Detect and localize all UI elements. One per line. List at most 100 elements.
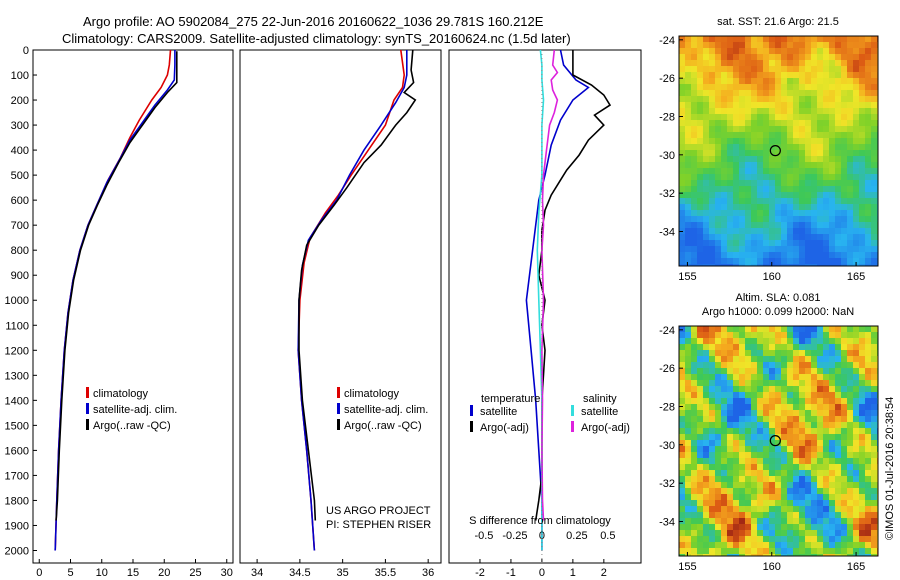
sst_map-cell: [685, 84, 691, 90]
sst_map-cell: [835, 204, 841, 210]
sla_map-cell: [853, 548, 859, 554]
map-y-tick-label: -30: [659, 150, 675, 162]
sla_map-cell: [823, 458, 829, 464]
sst_map-cell: [685, 252, 691, 258]
sst_map-cell: [775, 114, 781, 120]
sst_map-cell: [841, 228, 847, 234]
sst_map-cell: [745, 114, 751, 120]
sla_map-cell: [709, 350, 715, 356]
sla_map-cell: [865, 398, 871, 404]
sst_map-cell: [823, 222, 829, 228]
sla_map-cell: [835, 404, 841, 410]
sla_map-cell: [787, 440, 793, 446]
sla_map-cell: [691, 542, 697, 548]
sst_map-cell: [799, 168, 805, 174]
sst_map-cell: [805, 90, 811, 96]
sla_map-cell: [781, 362, 787, 368]
sst_map-cell: [697, 168, 703, 174]
sla_map-cell: [775, 458, 781, 464]
sst_map-cell: [793, 90, 799, 96]
sst_map-cell: [727, 66, 733, 72]
sla_map-cell: [805, 374, 811, 380]
sst_map-cell: [691, 72, 697, 78]
sst_map-cell: [829, 252, 835, 258]
sla_map-cell: [781, 326, 787, 332]
sst_map-cell: [871, 186, 877, 192]
sst_map-cell: [739, 204, 745, 210]
sla_map-cell: [769, 512, 775, 518]
sla_map-cell: [781, 428, 787, 434]
sst_map-cell: [763, 240, 769, 246]
sst_map-cell: [805, 234, 811, 240]
sst_map-cell: [817, 96, 823, 102]
sst_map-cell: [829, 108, 835, 114]
sst_map-cell: [853, 186, 859, 192]
sst_map-cell: [871, 180, 877, 186]
sla_map-cell: [829, 416, 835, 422]
legend-swatch: [86, 403, 89, 414]
sla_map-cell: [703, 482, 709, 488]
sla_map-cell: [685, 446, 691, 452]
sla_map-cell: [859, 374, 865, 380]
sla_map-cell: [685, 416, 691, 422]
sst_map-frame: [678, 35, 879, 267]
sla_map-cell: [745, 344, 751, 350]
sla_map-cell: [811, 344, 817, 350]
sla_map-cell: [721, 542, 727, 548]
sst_map-cell: [739, 150, 745, 156]
sst_map-cell: [721, 240, 727, 246]
sst_map-cell: [847, 36, 853, 42]
sla_map-cell: [703, 332, 709, 338]
sst_map-cell: [847, 234, 853, 240]
sst_map-cell: [859, 90, 865, 96]
sla_map-cell: [829, 506, 835, 512]
sst_map-cell: [847, 72, 853, 78]
sst_map-cell: [745, 162, 751, 168]
sst_map-cell: [727, 48, 733, 54]
sla_map-cell: [865, 362, 871, 368]
sst_map-cell: [685, 150, 691, 156]
sst_map-cell: [835, 42, 841, 48]
sla_map-cell: [793, 512, 799, 518]
sla_map-cell: [685, 350, 691, 356]
sst_map-cell: [841, 36, 847, 42]
sla_map-cell: [757, 398, 763, 404]
sla_map-cell: [691, 536, 697, 542]
sla_map-cell: [721, 470, 727, 476]
sla_map-cell: [709, 488, 715, 494]
sla_map-cell: [685, 338, 691, 344]
sla_map-cell: [733, 386, 739, 392]
sla_map-cell: [745, 542, 751, 548]
sst_map-cell: [721, 174, 727, 180]
sla_map-cell: [697, 446, 703, 452]
sla_map-cell: [775, 524, 781, 530]
legend-swatch: [86, 419, 89, 430]
sst_map-cell: [847, 240, 853, 246]
sla_map-cell: [727, 482, 733, 488]
sst_map-cell: [757, 132, 763, 138]
sla_map-cell: [757, 434, 763, 440]
sst_map-cell: [859, 126, 865, 132]
sla_map-cell: [775, 536, 781, 542]
sla_map-cell: [679, 500, 685, 506]
sst_map-cell: [775, 222, 781, 228]
sst_map-cell: [733, 96, 739, 102]
sst_map-cell: [727, 204, 733, 210]
sla_map-cell: [721, 530, 727, 536]
sla_map-cell: [847, 356, 853, 362]
sla_map-cell: [709, 548, 715, 554]
sst_map-cell: [691, 204, 697, 210]
sst_map-cell: [841, 84, 847, 90]
sla_map-cell: [757, 440, 763, 446]
sla_map-cell: [805, 446, 811, 452]
sla_map-cell: [763, 386, 769, 392]
sst_map-cell: [847, 138, 853, 144]
sst_map-cell: [739, 180, 745, 186]
sst_map-cell: [799, 78, 805, 84]
sla_map-cell: [763, 482, 769, 488]
sst_map-cell: [793, 120, 799, 126]
sla_map-cell: [865, 482, 871, 488]
sst_map-cell: [781, 222, 787, 228]
sst_map-cell: [727, 120, 733, 126]
sst_map-cell: [733, 204, 739, 210]
